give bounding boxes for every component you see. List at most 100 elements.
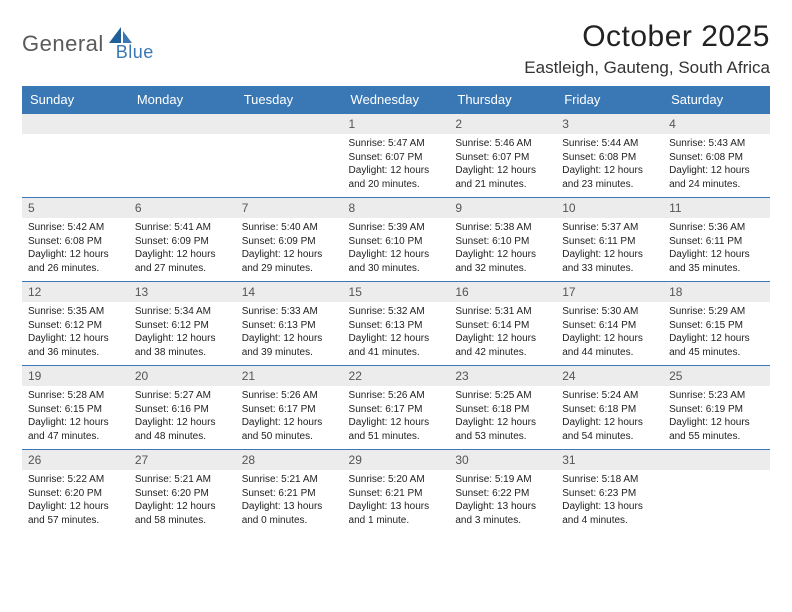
calendar-day-cell: 18Sunrise: 5:29 AMSunset: 6:15 PMDayligh… bbox=[663, 282, 770, 366]
day-number: 3 bbox=[556, 114, 663, 134]
calendar-day-cell: 20Sunrise: 5:27 AMSunset: 6:16 PMDayligh… bbox=[129, 366, 236, 450]
day-number: 18 bbox=[663, 282, 770, 302]
day-details: Sunrise: 5:26 AMSunset: 6:17 PMDaylight:… bbox=[236, 386, 343, 449]
location-text: Eastleigh, Gauteng, South Africa bbox=[524, 58, 770, 78]
day-details: Sunrise: 5:33 AMSunset: 6:13 PMDaylight:… bbox=[236, 302, 343, 365]
calendar-day-cell: 5Sunrise: 5:42 AMSunset: 6:08 PMDaylight… bbox=[22, 198, 129, 282]
month-title: October 2025 bbox=[524, 20, 770, 54]
calendar-day-cell: 14Sunrise: 5:33 AMSunset: 6:13 PMDayligh… bbox=[236, 282, 343, 366]
brand-text-general: General bbox=[22, 31, 104, 57]
day-details: Sunrise: 5:36 AMSunset: 6:11 PMDaylight:… bbox=[663, 218, 770, 281]
weekday-header: Sunday bbox=[22, 86, 129, 114]
day-number: 8 bbox=[343, 198, 450, 218]
day-number: 5 bbox=[22, 198, 129, 218]
day-number: 17 bbox=[556, 282, 663, 302]
day-details: Sunrise: 5:22 AMSunset: 6:20 PMDaylight:… bbox=[22, 470, 129, 533]
title-block: October 2025 Eastleigh, Gauteng, South A… bbox=[524, 20, 770, 78]
day-number: 23 bbox=[449, 366, 556, 386]
weekday-header: Thursday bbox=[449, 86, 556, 114]
calendar-day-cell: 19Sunrise: 5:28 AMSunset: 6:15 PMDayligh… bbox=[22, 366, 129, 450]
weekday-header: Monday bbox=[129, 86, 236, 114]
day-number: 29 bbox=[343, 450, 450, 470]
day-details: Sunrise: 5:31 AMSunset: 6:14 PMDaylight:… bbox=[449, 302, 556, 365]
day-details bbox=[22, 134, 129, 192]
day-number: 21 bbox=[236, 366, 343, 386]
calendar-day-cell: 10Sunrise: 5:37 AMSunset: 6:11 PMDayligh… bbox=[556, 198, 663, 282]
calendar-table: SundayMondayTuesdayWednesdayThursdayFrid… bbox=[22, 86, 770, 533]
day-details: Sunrise: 5:47 AMSunset: 6:07 PMDaylight:… bbox=[343, 134, 450, 197]
day-number: 14 bbox=[236, 282, 343, 302]
calendar-body: 1Sunrise: 5:47 AMSunset: 6:07 PMDaylight… bbox=[22, 114, 770, 534]
day-number: 16 bbox=[449, 282, 556, 302]
day-number: 24 bbox=[556, 366, 663, 386]
day-number bbox=[663, 450, 770, 470]
calendar-day-cell: 25Sunrise: 5:23 AMSunset: 6:19 PMDayligh… bbox=[663, 366, 770, 450]
day-details bbox=[663, 470, 770, 528]
topbar: General Blue October 2025 Eastleigh, Gau… bbox=[22, 20, 770, 78]
calendar-day-cell: 30Sunrise: 5:19 AMSunset: 6:22 PMDayligh… bbox=[449, 450, 556, 534]
calendar-day-cell bbox=[22, 114, 129, 198]
day-details: Sunrise: 5:35 AMSunset: 6:12 PMDaylight:… bbox=[22, 302, 129, 365]
calendar-day-cell: 13Sunrise: 5:34 AMSunset: 6:12 PMDayligh… bbox=[129, 282, 236, 366]
calendar-day-cell: 27Sunrise: 5:21 AMSunset: 6:20 PMDayligh… bbox=[129, 450, 236, 534]
calendar-day-cell: 3Sunrise: 5:44 AMSunset: 6:08 PMDaylight… bbox=[556, 114, 663, 198]
calendar-day-cell: 24Sunrise: 5:24 AMSunset: 6:18 PMDayligh… bbox=[556, 366, 663, 450]
calendar-week-row: 1Sunrise: 5:47 AMSunset: 6:07 PMDaylight… bbox=[22, 114, 770, 198]
day-number: 20 bbox=[129, 366, 236, 386]
calendar-week-row: 5Sunrise: 5:42 AMSunset: 6:08 PMDaylight… bbox=[22, 198, 770, 282]
day-details: Sunrise: 5:18 AMSunset: 6:23 PMDaylight:… bbox=[556, 470, 663, 533]
day-details: Sunrise: 5:41 AMSunset: 6:09 PMDaylight:… bbox=[129, 218, 236, 281]
calendar-day-cell: 17Sunrise: 5:30 AMSunset: 6:14 PMDayligh… bbox=[556, 282, 663, 366]
calendar-day-cell: 21Sunrise: 5:26 AMSunset: 6:17 PMDayligh… bbox=[236, 366, 343, 450]
calendar-week-row: 26Sunrise: 5:22 AMSunset: 6:20 PMDayligh… bbox=[22, 450, 770, 534]
day-number: 15 bbox=[343, 282, 450, 302]
day-details: Sunrise: 5:39 AMSunset: 6:10 PMDaylight:… bbox=[343, 218, 450, 281]
calendar-day-cell: 29Sunrise: 5:20 AMSunset: 6:21 PMDayligh… bbox=[343, 450, 450, 534]
calendar-header-row: SundayMondayTuesdayWednesdayThursdayFrid… bbox=[22, 86, 770, 114]
day-number: 2 bbox=[449, 114, 556, 134]
calendar-day-cell bbox=[129, 114, 236, 198]
day-details: Sunrise: 5:21 AMSunset: 6:20 PMDaylight:… bbox=[129, 470, 236, 533]
calendar-day-cell bbox=[236, 114, 343, 198]
day-details bbox=[236, 134, 343, 192]
day-number bbox=[22, 114, 129, 134]
calendar-day-cell bbox=[663, 450, 770, 534]
day-details: Sunrise: 5:25 AMSunset: 6:18 PMDaylight:… bbox=[449, 386, 556, 449]
day-number: 31 bbox=[556, 450, 663, 470]
day-number: 10 bbox=[556, 198, 663, 218]
day-details: Sunrise: 5:37 AMSunset: 6:11 PMDaylight:… bbox=[556, 218, 663, 281]
calendar-week-row: 19Sunrise: 5:28 AMSunset: 6:15 PMDayligh… bbox=[22, 366, 770, 450]
calendar-day-cell: 6Sunrise: 5:41 AMSunset: 6:09 PMDaylight… bbox=[129, 198, 236, 282]
day-number bbox=[236, 114, 343, 134]
day-details: Sunrise: 5:44 AMSunset: 6:08 PMDaylight:… bbox=[556, 134, 663, 197]
day-details: Sunrise: 5:20 AMSunset: 6:21 PMDaylight:… bbox=[343, 470, 450, 533]
day-number: 1 bbox=[343, 114, 450, 134]
calendar-day-cell: 4Sunrise: 5:43 AMSunset: 6:08 PMDaylight… bbox=[663, 114, 770, 198]
day-number: 22 bbox=[343, 366, 450, 386]
day-details: Sunrise: 5:24 AMSunset: 6:18 PMDaylight:… bbox=[556, 386, 663, 449]
day-number: 19 bbox=[22, 366, 129, 386]
day-details bbox=[129, 134, 236, 192]
weekday-header: Friday bbox=[556, 86, 663, 114]
weekday-header: Saturday bbox=[663, 86, 770, 114]
day-details: Sunrise: 5:21 AMSunset: 6:21 PMDaylight:… bbox=[236, 470, 343, 533]
calendar-day-cell: 2Sunrise: 5:46 AMSunset: 6:07 PMDaylight… bbox=[449, 114, 556, 198]
brand-text-blue: Blue bbox=[116, 42, 154, 63]
calendar-week-row: 12Sunrise: 5:35 AMSunset: 6:12 PMDayligh… bbox=[22, 282, 770, 366]
day-number: 11 bbox=[663, 198, 770, 218]
calendar-day-cell: 7Sunrise: 5:40 AMSunset: 6:09 PMDaylight… bbox=[236, 198, 343, 282]
brand-logo: General Blue bbox=[22, 24, 154, 63]
day-details: Sunrise: 5:23 AMSunset: 6:19 PMDaylight:… bbox=[663, 386, 770, 449]
calendar-day-cell: 26Sunrise: 5:22 AMSunset: 6:20 PMDayligh… bbox=[22, 450, 129, 534]
calendar-day-cell: 16Sunrise: 5:31 AMSunset: 6:14 PMDayligh… bbox=[449, 282, 556, 366]
day-number: 27 bbox=[129, 450, 236, 470]
day-details: Sunrise: 5:42 AMSunset: 6:08 PMDaylight:… bbox=[22, 218, 129, 281]
day-details: Sunrise: 5:40 AMSunset: 6:09 PMDaylight:… bbox=[236, 218, 343, 281]
calendar-day-cell: 23Sunrise: 5:25 AMSunset: 6:18 PMDayligh… bbox=[449, 366, 556, 450]
calendar-day-cell: 9Sunrise: 5:38 AMSunset: 6:10 PMDaylight… bbox=[449, 198, 556, 282]
day-details: Sunrise: 5:46 AMSunset: 6:07 PMDaylight:… bbox=[449, 134, 556, 197]
day-number: 4 bbox=[663, 114, 770, 134]
calendar-day-cell: 12Sunrise: 5:35 AMSunset: 6:12 PMDayligh… bbox=[22, 282, 129, 366]
calendar-day-cell: 31Sunrise: 5:18 AMSunset: 6:23 PMDayligh… bbox=[556, 450, 663, 534]
day-details: Sunrise: 5:19 AMSunset: 6:22 PMDaylight:… bbox=[449, 470, 556, 533]
